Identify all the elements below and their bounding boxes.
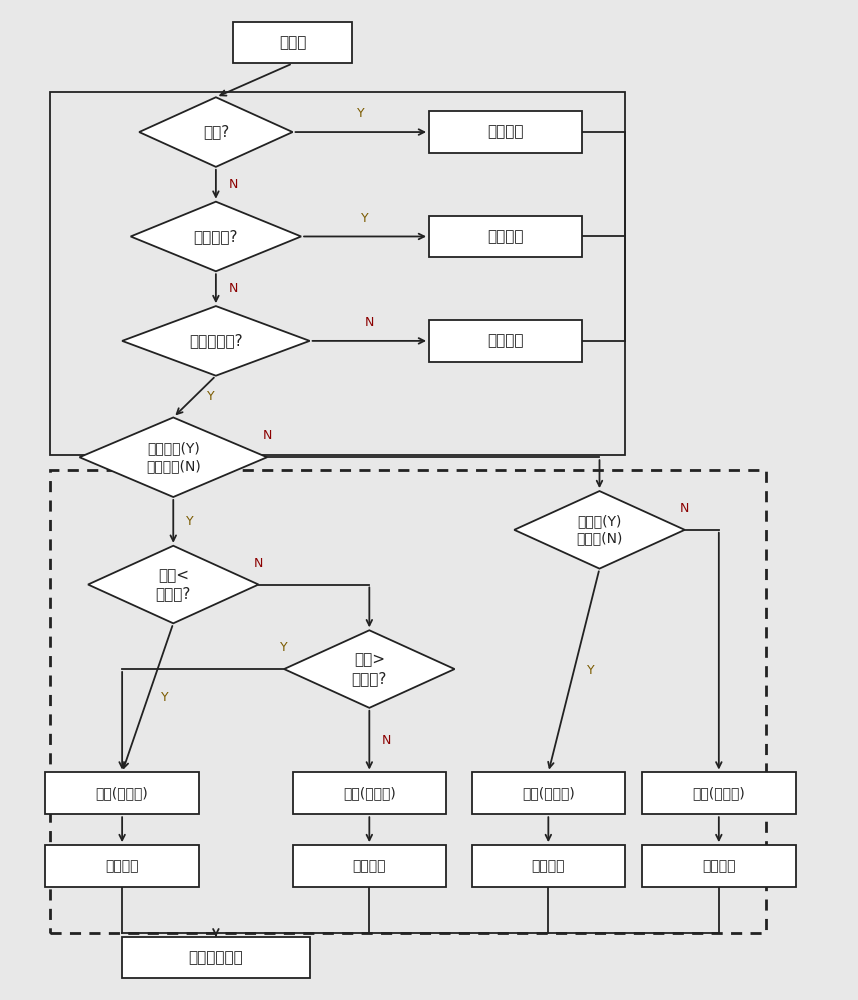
Text: N: N: [382, 734, 391, 747]
Text: Y: Y: [208, 390, 215, 403]
Polygon shape: [139, 97, 293, 167]
Text: 正传(高速档): 正传(高速档): [343, 786, 396, 800]
Polygon shape: [88, 546, 258, 623]
Bar: [50, 92, 625, 455]
Text: 调速处理: 调速处理: [532, 859, 565, 873]
FancyBboxPatch shape: [233, 22, 353, 63]
Text: 刹车?: 刹车?: [202, 125, 229, 140]
Text: Y: Y: [186, 515, 194, 528]
Text: 调速处理: 调速处理: [353, 859, 386, 873]
Text: Y: Y: [587, 664, 595, 677]
Text: 速度<
设定值?: 速度< 设定值?: [155, 568, 191, 601]
Text: N: N: [254, 557, 263, 570]
Text: N: N: [680, 502, 690, 515]
FancyBboxPatch shape: [429, 111, 583, 153]
FancyBboxPatch shape: [45, 845, 199, 887]
Text: Y: Y: [357, 107, 365, 120]
Text: Y: Y: [361, 212, 369, 225]
Text: Y: Y: [160, 691, 168, 704]
Polygon shape: [514, 491, 685, 569]
FancyBboxPatch shape: [293, 845, 446, 887]
Text: N: N: [365, 316, 374, 329]
Polygon shape: [80, 417, 267, 497]
FancyBboxPatch shape: [122, 937, 310, 978]
FancyBboxPatch shape: [472, 845, 625, 887]
Text: N: N: [263, 429, 272, 442]
FancyBboxPatch shape: [45, 772, 199, 814]
FancyBboxPatch shape: [642, 772, 795, 814]
Polygon shape: [284, 630, 455, 708]
Text: Y: Y: [281, 641, 288, 654]
Text: 电流>
设定值?: 电流> 设定值?: [352, 652, 387, 686]
Bar: [50, 470, 765, 933]
Text: 低速档(Y)
高速档(N): 低速档(Y) 高速档(N): [577, 514, 623, 545]
Text: 反传(低速档): 反传(低速档): [522, 786, 575, 800]
Text: 初始化: 初始化: [279, 35, 306, 50]
FancyBboxPatch shape: [642, 845, 795, 887]
Text: 正传(高速档): 正传(高速档): [692, 786, 746, 800]
Text: 自动模式(Y)
手动模式(N): 自动模式(Y) 手动模式(N): [146, 442, 201, 473]
FancyBboxPatch shape: [429, 320, 583, 362]
Text: N: N: [229, 178, 238, 191]
FancyBboxPatch shape: [429, 216, 583, 257]
FancyBboxPatch shape: [472, 772, 625, 814]
Polygon shape: [130, 202, 301, 271]
Text: N: N: [229, 282, 238, 295]
Text: 其他信号处理: 其他信号处理: [189, 950, 244, 965]
Text: 调速处理: 调速处理: [106, 859, 139, 873]
Text: 电池欠压?: 电池欠压?: [194, 229, 239, 244]
Polygon shape: [122, 306, 310, 376]
Text: 反传(低速档): 反传(低速档): [96, 786, 148, 800]
Text: 欠压处理: 欠压处理: [487, 229, 524, 244]
Text: 刹车处理: 刹车处理: [487, 125, 524, 140]
Text: 调速处理: 调速处理: [702, 859, 735, 873]
Text: 转把已采样?: 转把已采样?: [189, 333, 243, 348]
Text: 待机处理: 待机处理: [487, 333, 524, 348]
FancyBboxPatch shape: [293, 772, 446, 814]
